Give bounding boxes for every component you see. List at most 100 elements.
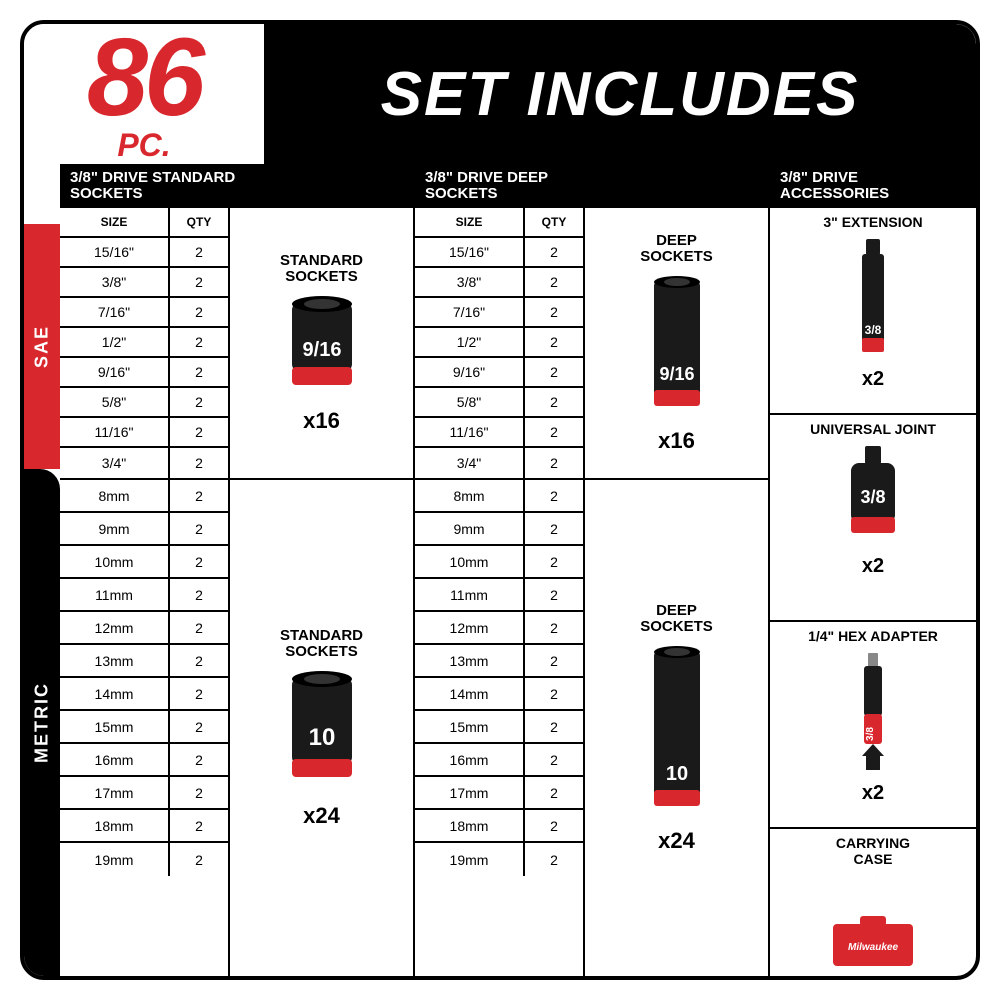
cell-size: 14mm [60, 678, 170, 709]
product-label: DEEP SOCKETS [640, 603, 713, 636]
table-row: 12mm2 [60, 612, 228, 645]
accessory-qty: x2 [862, 782, 884, 805]
table-row: 17mm2 [60, 777, 228, 810]
infographic-card: 86 PC. SET INCLUDES SAE METRIC 3/8" DRIV… [20, 20, 980, 980]
cell-size: 15/16" [415, 238, 525, 266]
standard-sae-section: SIZEQTY15/16"23/8"27/16"21/2"29/16"25/8"… [60, 208, 413, 480]
cell-size: 3/8" [415, 268, 525, 296]
table-row: 11mm2 [60, 579, 228, 612]
standard-metric-section: 8mm29mm210mm211mm212mm213mm214mm215mm216… [60, 480, 413, 976]
cell-qty: 2 [170, 645, 228, 676]
product-qty: x16 [658, 428, 695, 454]
table-header-row: SIZEQTY [60, 208, 228, 238]
cell-qty: 2 [525, 678, 583, 709]
cell-size: 13mm [60, 645, 170, 676]
cell-qty: 2 [525, 546, 583, 577]
cell-size: 9mm [415, 513, 525, 544]
table-row: 8mm2 [415, 480, 583, 513]
standard-socket-icon: 10 [277, 667, 367, 797]
cell-qty: 2 [170, 513, 228, 544]
cell-size: 9/16" [415, 358, 525, 386]
cell-qty: 2 [525, 480, 583, 511]
deep-sae-table: SIZEQTY15/16"23/8"27/16"21/2"29/16"25/8"… [415, 208, 585, 478]
deep-sae-section: SIZEQTY15/16"23/8"27/16"21/2"29/16"25/8"… [415, 208, 768, 480]
table-row: 10mm2 [415, 546, 583, 579]
cell-qty: 2 [525, 843, 583, 876]
cell-qty: 2 [170, 388, 228, 416]
cell-size: 7/16" [60, 298, 170, 326]
cell-size: 12mm [60, 612, 170, 643]
table-row: 3/8"2 [60, 268, 228, 298]
table-row: 16mm2 [415, 744, 583, 777]
cell-size: 10mm [60, 546, 170, 577]
table-row: 9mm2 [60, 513, 228, 546]
product-label: STANDARD SOCKETS [280, 253, 363, 286]
table-row: 19mm2 [60, 843, 228, 876]
table-row: 13mm2 [415, 645, 583, 678]
svg-text:3/8: 3/8 [860, 487, 885, 507]
column-deep-title: 3/8" DRIVE DEEP SOCKETS [415, 164, 768, 208]
svg-text:9/16: 9/16 [659, 364, 694, 384]
svg-text:10: 10 [308, 724, 335, 751]
cell-size: 7/16" [415, 298, 525, 326]
deep-sae-product: DEEP SOCKETS 9/16 x16 [585, 208, 768, 478]
cell-qty: 2 [170, 328, 228, 356]
column-deep: 3/8" DRIVE DEEP SOCKETS SIZEQTY15/16"23/… [415, 164, 770, 976]
accessory-label: 1/4" HEX ADAPTER [808, 628, 938, 644]
cell-size: 11/16" [415, 418, 525, 446]
table-header-qty: QTY [525, 208, 583, 236]
table-row: 15mm2 [60, 711, 228, 744]
accessory-qty: x2 [862, 555, 884, 578]
cell-qty: 2 [170, 777, 228, 808]
cell-qty: 2 [525, 612, 583, 643]
deep-socket-icon: 10 [642, 642, 712, 822]
table-row: 3/4"2 [415, 448, 583, 478]
accessory-qty: x2 [862, 368, 884, 391]
product-label: DEEP SOCKETS [640, 233, 713, 266]
cell-size: 11/16" [60, 418, 170, 446]
table-row: 9mm2 [415, 513, 583, 546]
table-row: 16mm2 [60, 744, 228, 777]
product-qty: x24 [303, 803, 340, 829]
accessory-carrying-case: CARRYING CASE Milwaukee [770, 829, 976, 976]
body: SAE METRIC 3/8" DRIVE STANDARD SOCKETS S… [24, 164, 976, 976]
accessory-label: 3" EXTENSION [823, 214, 922, 230]
cell-size: 15mm [415, 711, 525, 742]
table-row: 14mm2 [415, 678, 583, 711]
cell-size: 14mm [415, 678, 525, 709]
cell-size: 11mm [60, 579, 170, 610]
table-row: 1/2"2 [60, 328, 228, 358]
side-label-sae: SAE [24, 224, 60, 469]
cell-qty: 2 [525, 810, 583, 841]
table-row: 7/16"2 [60, 298, 228, 328]
cell-size: 18mm [60, 810, 170, 841]
cell-size: 12mm [415, 612, 525, 643]
table-row: 12mm2 [415, 612, 583, 645]
deep-metric-table: 8mm29mm210mm211mm212mm213mm214mm215mm216… [415, 480, 585, 976]
deep-metric-product: DEEP SOCKETS 10 x24 [585, 480, 768, 976]
cell-size: 9mm [60, 513, 170, 544]
table-row: 9/16"2 [60, 358, 228, 388]
standard-metric-product: STANDARD SOCKETS 10 x24 [230, 480, 413, 976]
accessory-extension: 3" EXTENSION 3/8 x2 [770, 208, 976, 415]
table-row: 3/8"2 [415, 268, 583, 298]
svg-text:10: 10 [665, 763, 687, 785]
table-row: 18mm2 [60, 810, 228, 843]
cell-qty: 2 [525, 358, 583, 386]
cell-qty: 2 [525, 328, 583, 356]
header-title: SET INCLUDES [264, 24, 976, 164]
cell-qty: 2 [525, 298, 583, 326]
cell-size: 3/4" [415, 448, 525, 478]
cell-size: 1/2" [60, 328, 170, 356]
product-qty: x16 [303, 408, 340, 434]
cell-qty: 2 [525, 448, 583, 478]
side-spacer [24, 164, 60, 224]
product-qty: x24 [658, 828, 695, 854]
cell-size: 5/8" [60, 388, 170, 416]
cell-qty: 2 [170, 843, 228, 876]
cell-size: 3/4" [60, 448, 170, 478]
accessory-label: UNIVERSAL JOINT [810, 421, 936, 437]
svg-text:Milwaukee: Milwaukee [848, 942, 898, 953]
cell-qty: 2 [525, 744, 583, 775]
carrying-case-icon: Milwaukee [828, 910, 918, 970]
